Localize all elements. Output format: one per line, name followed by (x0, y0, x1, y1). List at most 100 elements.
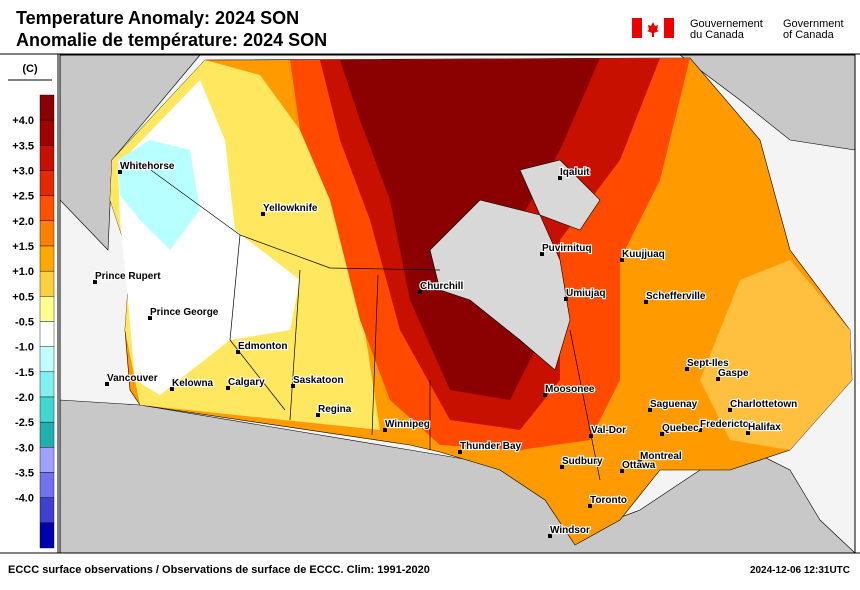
city-label: Montreal (640, 451, 682, 462)
city-marker (548, 534, 552, 538)
city-label: Val-Dor (591, 425, 626, 436)
city-label: Thunder Bay (460, 441, 522, 452)
cities: Whitehorse Yellowknife Prince Rupert Prince… (93, 160, 798, 538)
legend-label: -2.0 (15, 392, 34, 404)
legend-label: -2.5 (15, 417, 34, 429)
city-label: Iqaluit (560, 167, 590, 178)
gov-en-1: Government (783, 18, 844, 30)
legend-swatch (39, 94, 55, 121)
city-marker (660, 432, 664, 436)
city-label: Fredericton (700, 419, 755, 430)
city-marker (588, 504, 592, 508)
flag (632, 18, 674, 38)
city-marker (418, 290, 422, 294)
legend-label: -4.0 (15, 493, 34, 505)
legend-label: +3.0 (12, 166, 34, 178)
city-label: Sudbury (562, 456, 603, 467)
city-marker (148, 316, 152, 320)
city-marker (316, 413, 320, 417)
city-marker (728, 408, 732, 412)
city-label: Kelowna (172, 378, 214, 389)
city-label: Umiujaq (566, 288, 605, 299)
city-marker (93, 280, 97, 284)
city-label: Sept-Iles (687, 358, 729, 369)
city-label: Charlottetown (730, 399, 797, 410)
legend-swatch (39, 396, 55, 423)
legend-swatch (39, 296, 55, 322)
city-marker (236, 350, 240, 354)
city-label: Quebec (662, 423, 699, 434)
legend-label: +2.5 (12, 191, 34, 203)
city-marker (746, 431, 750, 435)
city-marker (105, 382, 109, 386)
legend-swatch (39, 170, 55, 196)
legend-swatch (39, 472, 55, 498)
city-marker (458, 450, 462, 454)
city-label: Regina (318, 404, 352, 415)
city-marker (620, 258, 624, 262)
footer-timestamp: 2024-12-06 12:31UTC (750, 565, 850, 576)
city-label: Calgary (228, 377, 265, 388)
city-label: Churchill (420, 281, 464, 292)
city-label: Schefferville (646, 291, 706, 302)
legend-swatch (39, 421, 55, 448)
anomaly-east (700, 260, 852, 450)
city-marker (648, 408, 652, 412)
city-label: Saskatoon (293, 375, 344, 386)
city-marker (644, 300, 648, 304)
city-label: Saguenay (650, 399, 698, 410)
city-marker (540, 252, 544, 256)
hudson-bay (429, 199, 571, 371)
city-label: Yellowknife (263, 203, 318, 214)
city-label: Prince George (150, 307, 219, 318)
city-marker (291, 384, 295, 388)
city-label: Windsor (550, 525, 590, 536)
gov-fr-1: Gouvernement (690, 18, 763, 30)
borders (147, 167, 601, 481)
city-label: Ottawa (622, 460, 656, 471)
city-label: Halifax (748, 422, 781, 433)
legend-label: -3.0 (15, 442, 34, 454)
city-marker (226, 386, 230, 390)
legend-swatch (39, 270, 55, 297)
legend-label: +2.0 (12, 216, 34, 228)
city-marker (543, 393, 547, 397)
legend-swatch (39, 220, 55, 247)
city-marker (685, 367, 689, 371)
legend-label: +0.5 (12, 291, 34, 303)
city-marker (558, 176, 562, 180)
legend-label: -1.0 (15, 342, 34, 354)
city-label: Vancouver (107, 373, 158, 384)
city-marker (698, 428, 702, 432)
legend-label: +1.5 (12, 241, 34, 253)
legend-swatch (39, 497, 55, 524)
city-marker (620, 469, 624, 473)
city-marker (716, 377, 720, 381)
map (59, 54, 856, 554)
legend-label: +1.0 (12, 266, 34, 278)
gov-fr-2: du Canada (690, 29, 745, 41)
title-fr: Anomalie de température: 2024 SON (16, 30, 327, 50)
legend-unit: (C) (22, 63, 38, 75)
city-label: Toronto (590, 495, 627, 506)
city-label: Puvirnituq (542, 243, 591, 254)
city-marker (170, 387, 174, 391)
legend: +4.0 +3.5 +3.0 +2.5 +2.0 +1.5 +1.0 +0.5 -0.5 -1.0… (12, 94, 55, 549)
footer-source: ECCC surface observations / Observations… (8, 564, 430, 576)
usa (59, 399, 856, 554)
title-en: Temperature Anomaly: 2024 SON (16, 8, 299, 28)
city-marker (589, 434, 593, 438)
legend-swatch (39, 522, 55, 549)
legend-label: -0.5 (15, 317, 34, 329)
legend-swatch (39, 346, 55, 373)
legend-label: +3.5 (12, 140, 34, 152)
legend-swatch (39, 195, 55, 222)
legend-label: -1.5 (15, 367, 34, 379)
legend-swatch (39, 321, 55, 347)
hudson-strait (519, 159, 601, 231)
city-label: Gaspe (718, 368, 749, 379)
legend-swatch (39, 447, 55, 473)
city-marker (560, 465, 564, 469)
